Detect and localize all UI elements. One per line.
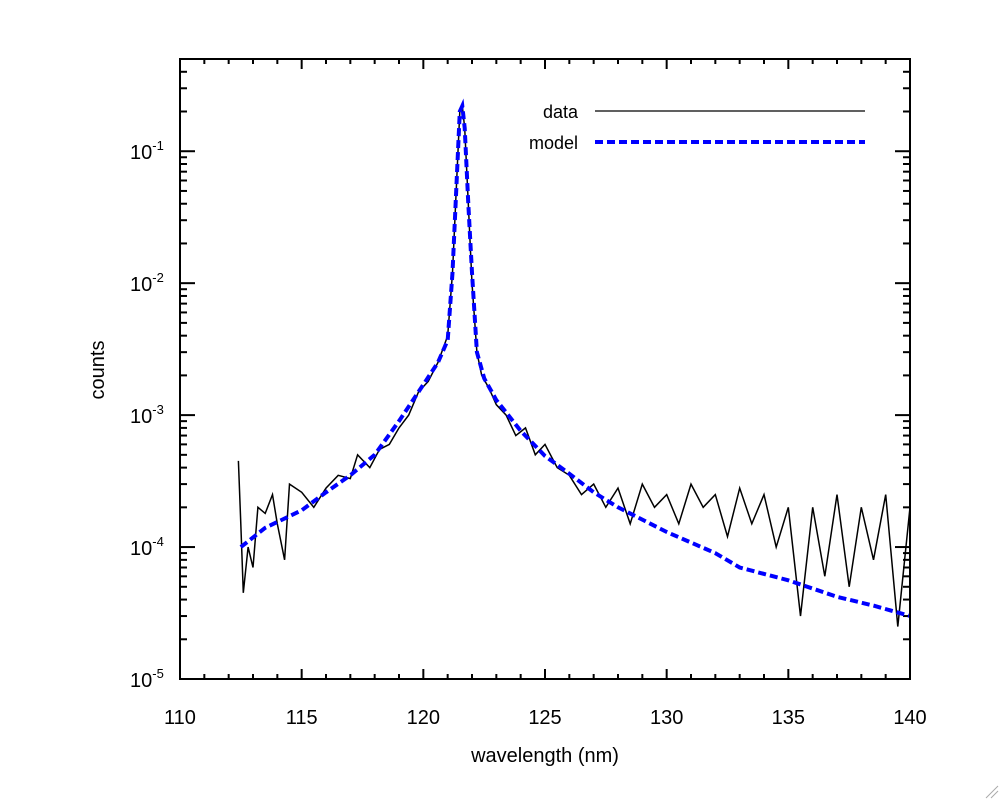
y-tick-label: 10-4 [130,534,164,560]
series-model [239,98,911,618]
y-tick-label: 10-1 [130,138,164,164]
y-tick-label: 10-2 [130,270,164,296]
series-data [237,103,911,627]
x-tick-label: 125 [528,707,561,729]
x-tick-label: 130 [650,707,683,729]
series-lines [237,98,911,627]
x-tick-label: 115 [286,707,318,729]
legend-label-data: data [543,102,579,122]
legend-label-model: model [529,133,578,153]
y-tick-label: 10-3 [130,402,164,428]
y-tick-label: 10-5 [130,666,164,692]
x-tick-label: 135 [772,707,805,729]
legend: data model [529,102,865,153]
x-tick-label: 140 [893,707,926,729]
x-axis-label: wavelength (nm) [470,745,619,767]
y-tick-labels: 10-1 10-2 10-3 10-4 10-5 [130,138,164,692]
plot-frame [179,58,911,680]
x-tick-label: 110 [164,707,196,729]
resize-grip-icon[interactable] [985,785,999,799]
x-tick-label: 120 [407,707,440,729]
x-tick-labels: 110 115 120 125 130 135 140 [164,707,927,729]
y-axis-label: counts [87,341,109,400]
